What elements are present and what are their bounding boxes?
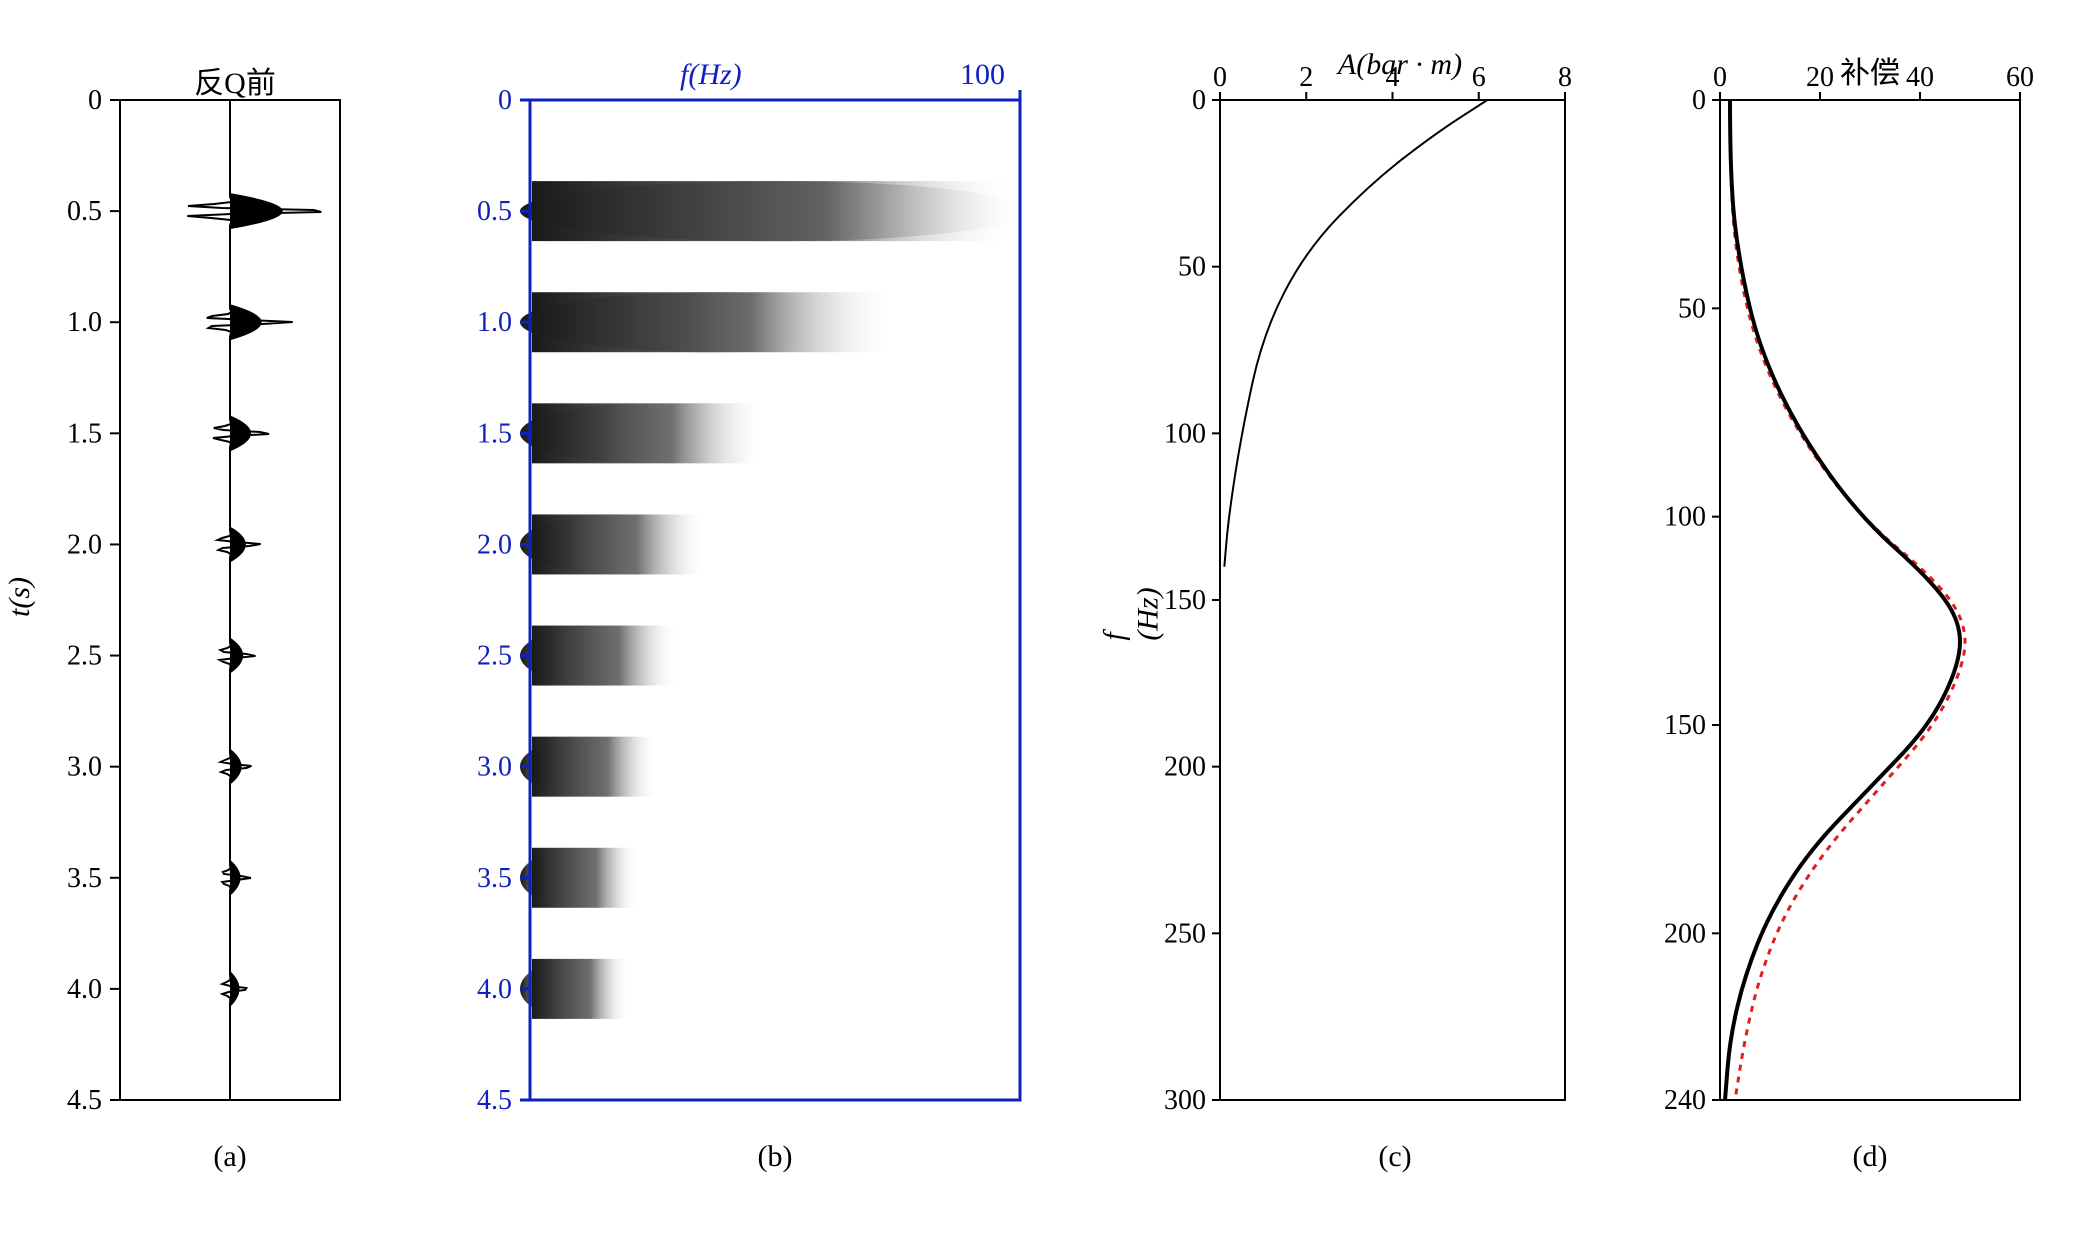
svg-text:20: 20	[1806, 62, 1834, 93]
panel-d-sublabel: (d)	[1820, 1140, 1920, 1174]
svg-text:50: 50	[1678, 293, 1706, 324]
svg-text:200: 200	[1664, 918, 1706, 949]
panel-d-svg: 0 20 40 60 0 50 100 150 200 240	[0, 0, 2088, 1236]
svg-text:150: 150	[1664, 710, 1706, 741]
svg-text:40: 40	[1906, 62, 1934, 93]
svg-text:0: 0	[1713, 62, 1727, 93]
svg-text:60: 60	[2006, 62, 2034, 93]
svg-text:240: 240	[1664, 1085, 1706, 1116]
svg-text:0: 0	[1692, 85, 1706, 116]
svg-text:100: 100	[1664, 502, 1706, 533]
